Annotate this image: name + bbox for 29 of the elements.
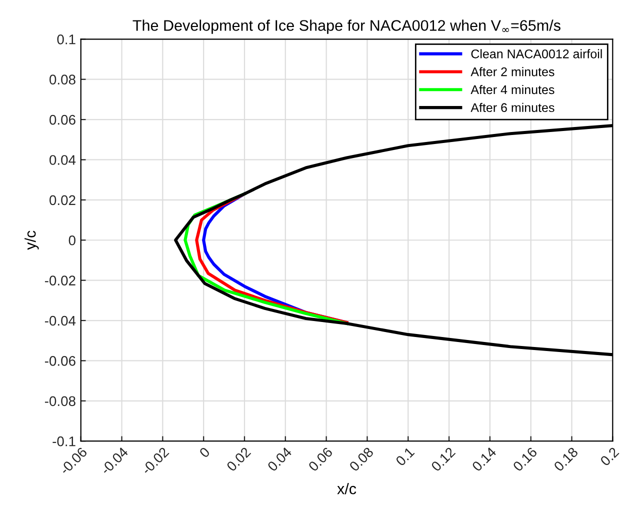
x-tick-label: 0 bbox=[198, 446, 210, 458]
x-axis-title: x/c bbox=[337, 483, 356, 494]
x-tick-label: 0.12 bbox=[430, 446, 456, 472]
y-tick-label: -0.02 bbox=[44, 276, 76, 286]
y-tick-label: -0.1 bbox=[52, 436, 76, 446]
legend-label: Clean NACA0012 airfoil bbox=[471, 49, 602, 58]
y-tick-label: -0.08 bbox=[44, 396, 76, 406]
y-axis-title: y/c bbox=[24, 230, 39, 250]
y-tick-label: 0.1 bbox=[57, 34, 76, 44]
x-tick-label: 0.04 bbox=[266, 446, 292, 472]
y-tick-label: 0 bbox=[68, 235, 76, 246]
x-tick-label: 0.06 bbox=[308, 446, 334, 472]
x-tick-label: 0.08 bbox=[348, 446, 374, 472]
x-tick-label: 0.1 bbox=[395, 446, 415, 466]
x-tick-label: 0.02 bbox=[226, 446, 252, 472]
y-tick-label: 0.08 bbox=[50, 74, 76, 85]
legend-label: After 2 minutes bbox=[470, 67, 554, 76]
y-tick-label: 0.06 bbox=[50, 114, 76, 125]
y-tick-label: -0.06 bbox=[44, 356, 76, 366]
x-tick-label: 0.2 bbox=[600, 446, 620, 466]
y-tick-label: -0.04 bbox=[44, 316, 76, 326]
y-tick-label: 0.02 bbox=[50, 195, 76, 206]
y-tick-label: 0.04 bbox=[50, 155, 76, 165]
chart-title: The Development of Ice Shape for NACA0012 when V$_{∞}$=65m/s bbox=[132, 20, 560, 34]
legend-label: After 6 minutes bbox=[470, 102, 554, 112]
x-tick-label: 0.18 bbox=[553, 446, 579, 472]
x-tick-label: 0.16 bbox=[512, 446, 538, 472]
legend-label: After 4 minutes bbox=[470, 84, 554, 94]
x-tick-label: 0.14 bbox=[471, 446, 497, 472]
